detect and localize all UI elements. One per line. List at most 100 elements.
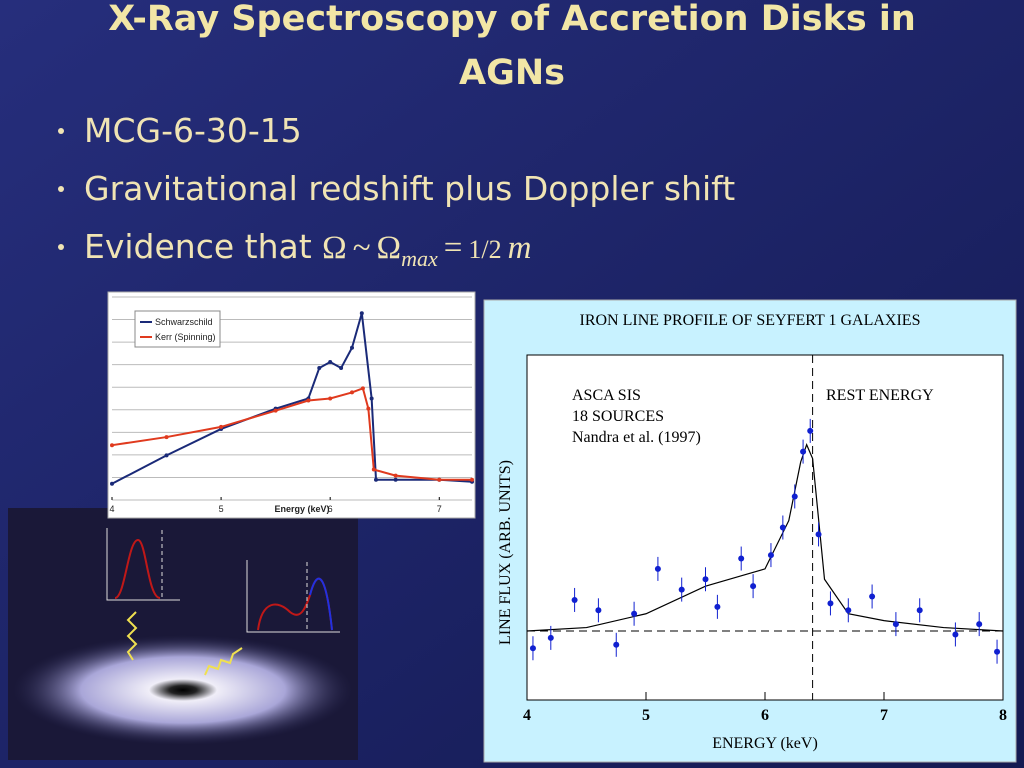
data-point xyxy=(678,586,685,593)
math-part: 1/2 xyxy=(468,235,501,264)
data-point xyxy=(916,607,923,614)
bullet-text: MCG-6-30-15 xyxy=(84,111,302,150)
data-point xyxy=(807,427,814,434)
accretion-disk xyxy=(13,635,353,745)
chart: 4 5 6 7 Energy (keV) Schwarzschild Kerr (Spinn… xyxy=(107,291,476,519)
bullet-list: MCG-6-30-15 Gravitational redshift plus D… xyxy=(58,111,735,271)
data-point xyxy=(595,607,602,614)
data-point xyxy=(529,645,536,652)
data-point xyxy=(613,641,620,648)
math-part: ~ xyxy=(353,230,371,266)
data-point xyxy=(437,477,442,482)
annotation: Nandra et al. (1997) xyxy=(572,429,701,446)
data-point xyxy=(328,359,333,364)
data-point xyxy=(952,631,959,638)
series-line xyxy=(526,443,1004,632)
annotation: ASCA SIS xyxy=(572,387,641,404)
chart-title: IRON LINE PROFILE OF SEYFERT 1 GALAXIES xyxy=(580,312,921,329)
data-point xyxy=(366,406,371,411)
data-point xyxy=(273,408,278,413)
data-point xyxy=(470,477,474,482)
title-line: AGNs xyxy=(459,53,565,93)
data-point xyxy=(219,424,224,429)
chart: 4 5 6 7 8 ENERGY (keV) IRON LINE PROFILE OF SE… xyxy=(483,299,1017,763)
data-point xyxy=(779,524,786,531)
data-point xyxy=(714,603,721,610)
annotation: 18 SOURCES xyxy=(572,408,664,425)
x-tick-label: 5 xyxy=(219,504,224,514)
data-point xyxy=(339,366,344,371)
inset-axes xyxy=(106,528,180,601)
title-line: X-Ray Spectroscopy of Accretion Disks in xyxy=(108,0,916,39)
data-point xyxy=(750,583,757,590)
data-point xyxy=(350,345,354,350)
data-point xyxy=(317,366,322,371)
legend-box xyxy=(134,310,221,348)
data-point xyxy=(164,435,169,440)
math-part: max xyxy=(401,246,438,271)
data-point xyxy=(702,576,709,583)
data-point xyxy=(371,467,376,472)
data-point xyxy=(815,531,822,538)
plot-area xyxy=(526,354,1004,701)
data-point xyxy=(393,473,398,478)
x-tick-label: 6 xyxy=(328,504,333,514)
math-part: Ω xyxy=(377,230,402,266)
x-axis-label: ENERGY (keV) xyxy=(712,735,818,752)
data-point xyxy=(738,555,745,562)
photon-arrow xyxy=(204,647,243,676)
math-part: Ω xyxy=(322,230,347,266)
y-axis-label: LINE FLUX (ARB. UNITS) xyxy=(497,460,514,645)
data-point xyxy=(827,600,834,607)
math-part: Evidence that xyxy=(84,227,322,266)
x-tick-label: 7 xyxy=(880,707,888,724)
data-point xyxy=(800,448,807,455)
disk-illustration xyxy=(8,508,358,760)
data-point xyxy=(374,477,378,482)
data-point xyxy=(892,621,899,628)
x-tick-label: 6 xyxy=(761,707,769,724)
data-point xyxy=(767,552,774,559)
data-point xyxy=(571,596,578,603)
inset-line xyxy=(114,538,161,599)
data-point xyxy=(360,386,365,391)
math-part: m xyxy=(508,230,532,266)
legend-label: Kerr (Spinning) xyxy=(155,332,216,342)
x-tick-label: 4 xyxy=(523,707,531,724)
bullet-dot xyxy=(58,128,64,134)
bullet-text: Gravitational redshift plus Doppler shif… xyxy=(84,169,735,208)
data-point xyxy=(369,396,374,401)
data-point xyxy=(110,481,114,486)
data-point xyxy=(164,453,169,458)
slide-title: X-Ray Spectroscopy of Accretion Disks in… xyxy=(108,0,916,93)
annotation: REST ENERGY xyxy=(826,387,934,404)
data-point xyxy=(976,621,983,628)
x-tick-label: 7 xyxy=(437,504,442,514)
inset-line xyxy=(309,577,333,631)
data-point xyxy=(350,390,354,395)
data-point xyxy=(306,398,311,403)
data-point xyxy=(359,311,364,316)
data-point xyxy=(654,565,661,572)
x-tick-label: 4 xyxy=(109,504,114,514)
x-axis-label: Energy (keV) xyxy=(274,504,329,514)
bullet-dot xyxy=(58,186,64,192)
bullet-dot xyxy=(58,244,64,250)
photon-arrow xyxy=(126,611,138,661)
data-point xyxy=(547,634,554,641)
data-point xyxy=(845,607,852,614)
data-point xyxy=(631,610,638,617)
bullet-text: Evidence that Ω ~ Ωmax = 1/2 m xyxy=(84,227,531,271)
x-tick-label: 5 xyxy=(642,707,650,724)
data-point xyxy=(328,396,333,401)
data-point xyxy=(869,593,876,600)
inset-axes xyxy=(246,560,340,633)
legend-label: Schwarzschild xyxy=(155,317,213,327)
x-tick-label: 8 xyxy=(999,707,1007,724)
data-point xyxy=(110,443,114,448)
data-point xyxy=(791,493,798,500)
charts: 4 5 6 7 Energy (keV) Schwarzschild Kerr (Spinn… xyxy=(107,291,1017,763)
math-part: = xyxy=(444,230,463,266)
data-point xyxy=(994,648,1001,655)
